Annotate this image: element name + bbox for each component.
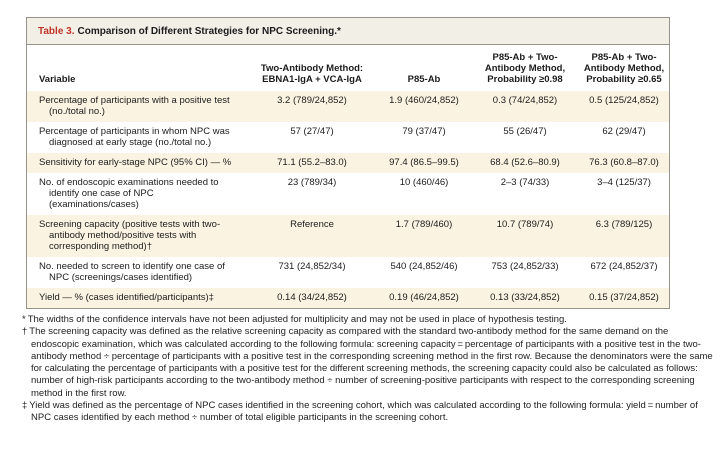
table-title-bar: Table 3. Comparison of Different Strategi… [27,18,669,45]
footnote-double-dagger: ‡ Yield was defined as the percentage of … [22,400,714,425]
table-row: Sensitivity for early-stage NPC (95% CI)… [27,153,669,173]
row-label: No. of endoscopic examinations needed to… [39,177,219,210]
row-label: Sensitivity for early-stage NPC (95% CI)… [39,157,232,168]
row-label: Percentage of participants with a positi… [39,95,230,117]
row-label: Percentage of participants in whom NPC w… [39,126,230,148]
cell-value: 3.2 (789/24,852) [277,95,347,106]
footnote-dagger: † The screening capacity was defined as t… [22,326,714,400]
cell-value: 3–4 (125/37) [597,177,651,188]
cell-value: 1.9 (460/24,852) [389,95,459,106]
footnote-asterisk: * The widths of the confidence intervals … [22,314,714,326]
cell-value: 1.7 (789/460) [395,219,453,230]
footnote-symbol: * [22,314,26,325]
cell-value: 0.14 (34/24,852) [277,292,347,303]
row-label: No. needed to screen to identify one cas… [39,261,225,283]
table-row: Percentage of participants with a positi… [27,91,669,122]
cell-value: 753 (24,852/33) [491,261,559,272]
cell-value: 68.4 (52.6–80.9) [490,157,560,168]
table-number-label: Table 3. [38,26,75,37]
cell-value: 0.5 (125/24,852) [589,95,659,106]
footnote-text: The widths of the confidence intervals h… [27,314,567,325]
cell-value: 97.4 (86.5–99.5) [389,157,459,168]
footnote-text: The screening capacity was defined as th… [29,326,713,399]
cell-value: 0.19 (46/24,852) [389,292,459,303]
table-row: No. needed to screen to identify one cas… [27,257,669,288]
cell-value: 23 (789/34) [287,177,337,188]
footnote-symbol: ‡ [22,400,28,412]
cell-value: 57 (27/47) [290,126,334,137]
row-label: Screening capacity (positive tests with … [39,219,221,252]
table-row: No. of endoscopic examinations needed to… [27,173,669,215]
cell-value: 0.3 (74/24,852) [492,95,558,106]
cell-value: 79 (37/47) [402,126,446,137]
column-header-two-antibody: Two-Antibody Method: EBNA1-IgA + VCA-IgA [260,63,364,85]
column-header-variable: Variable [39,74,76,85]
cell-value: 0.15 (37/24,852) [589,292,659,303]
table-row: Percentage of participants in whom NPC w… [27,122,669,153]
column-header-p85-ab: P85-Ab [407,74,441,85]
table-row: Yield — % (cases identified/participants… [27,288,669,308]
cell-value: 6.3 (789/125) [595,219,653,230]
cell-value: 71.1 (55.2–83.0) [277,157,347,168]
table-header-row: Variable Two-Antibody Method: EBNA1-IgA … [27,45,669,91]
cell-value: 62 (29/47) [602,126,646,137]
cell-value: 672 (24,852/37) [590,261,658,272]
table-row: Screening capacity (positive tests with … [27,215,669,257]
footnote-symbol: † [22,326,28,338]
cell-value: 10 (460/46) [399,177,449,188]
cell-value: Reference [290,219,334,230]
column-header-combined-098: P85-Ab + Two- Antibody Method, Probabili… [484,52,566,85]
footnote-text: Yield was defined as the percentage of N… [29,400,698,424]
cell-value: 0.13 (33/24,852) [490,292,560,303]
row-label: Yield — % (cases identified/participants… [39,292,214,303]
cell-value: 55 (26/47) [503,126,547,137]
cell-value: 2–3 (74/33) [500,177,550,188]
cell-value: 10.7 (789/74) [496,219,554,230]
cell-value: 540 (24,852/46) [390,261,458,272]
table-3-card: Table 3. Comparison of Different Strategi… [26,17,670,309]
cell-value: 731 (24,852/34) [278,261,346,272]
table-title-text: Comparison of Different Strategies for N… [77,26,341,37]
cell-value: 76.3 (60.8–87.0) [589,157,659,168]
footnotes-block: * The widths of the confidence intervals … [22,314,714,425]
column-header-combined-065: P85-Ab + Two- Antibody Method, Probabili… [583,52,665,85]
